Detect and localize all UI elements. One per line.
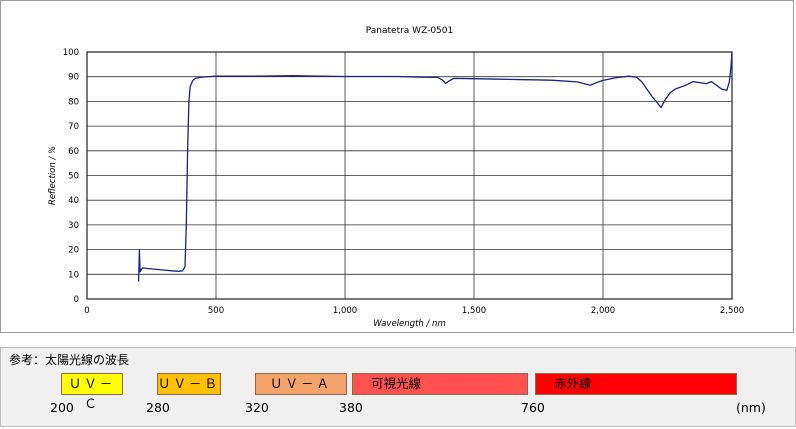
x-tick-label: 500 xyxy=(208,306,224,316)
band-uvb-label: ＵＶ－Ｂ xyxy=(158,376,221,391)
y-tick-label: 30 xyxy=(68,221,79,231)
band-visible: 可視光線 xyxy=(352,373,528,395)
chart-frame: 0 10 20 30 40 50 60 70 80 90 100 0 500 1,000 1,500 2,00… xyxy=(0,0,794,333)
band-uva-label: ＵＶ－Ａ xyxy=(269,376,332,391)
x-tick-label: 0 xyxy=(84,306,89,316)
x-axis-label: Wavelength / nm xyxy=(373,319,445,329)
reference-title: 参考：太陽光線の波長 xyxy=(9,353,130,367)
y-tick-label: 60 xyxy=(68,147,79,157)
reflection-chart: 0 10 20 30 40 50 60 70 80 90 100 0 500 1,000 1,500 2,00… xyxy=(48,26,744,329)
y-tick-label: 20 xyxy=(68,246,79,256)
ref-tick-380: 380 xyxy=(339,400,363,415)
chart-title: Panatetra WZ-0501 xyxy=(366,26,454,36)
y-tick-label: 90 xyxy=(68,73,79,83)
y-tick-label: 10 xyxy=(68,270,79,280)
y-tick-label: 40 xyxy=(68,196,79,206)
y-tick-label: 70 xyxy=(68,122,79,132)
y-tick-label: 0 xyxy=(74,295,79,305)
y-tick-label: 100 xyxy=(63,48,79,58)
band-uvc: ＵＶ－Ｃ xyxy=(61,373,123,411)
x-tick-label: 2,500 xyxy=(720,306,744,316)
x-tick-label: 1,000 xyxy=(333,306,357,316)
ref-tick-760: 760 xyxy=(521,400,545,415)
band-infrared: 赤外線 xyxy=(535,373,737,395)
ref-tick-200: 200 xyxy=(50,400,74,415)
band-infrared-label: 赤外線 xyxy=(554,376,592,391)
band-uvc-label: ＵＶ－Ｃ xyxy=(68,376,116,411)
ref-tick-unit: (nm) xyxy=(736,400,766,415)
band-uvb: ＵＶ－Ｂ xyxy=(157,373,221,395)
y-tick-label: 80 xyxy=(68,97,79,107)
x-tick-label: 2,000 xyxy=(591,306,615,316)
ref-tick-320: 320 xyxy=(245,400,269,415)
x-tick-label: 1,500 xyxy=(462,306,486,316)
reference-panel: 参考：太陽光線の波長 ＵＶ－Ｃ ＵＶ－Ｂ ＵＶ－Ａ 可視光線 赤外線 200 2… xyxy=(0,347,796,427)
y-tick-label: 50 xyxy=(68,172,79,182)
y-axis-label: Reflection / % xyxy=(48,146,58,205)
band-visible-label: 可視光線 xyxy=(371,376,422,391)
band-uva: ＵＶ－Ａ xyxy=(255,373,347,395)
ref-tick-280: 280 xyxy=(146,400,170,415)
reflection-series-line xyxy=(137,51,733,282)
